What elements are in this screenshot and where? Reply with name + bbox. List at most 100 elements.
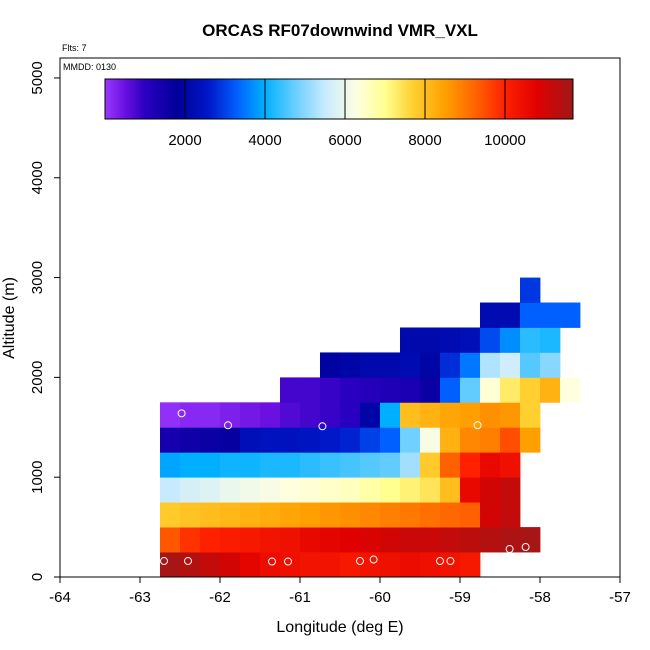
heatmap-cell <box>360 377 381 403</box>
sample-point <box>184 557 192 566</box>
sample-point <box>318 422 327 431</box>
plot-frame <box>59 57 621 578</box>
heatmap-cell <box>280 527 301 553</box>
heatmap-cell <box>480 327 501 353</box>
heatmap-cell <box>320 477 341 503</box>
heatmap-cell <box>400 477 421 503</box>
heatmap-cell <box>420 527 441 553</box>
heatmap-cell <box>480 527 501 553</box>
heatmap-cell <box>520 277 541 303</box>
heatmap-cell <box>260 527 281 553</box>
heatmap-cell <box>500 477 521 503</box>
heatmap-cell <box>160 477 181 503</box>
heatmap-cell <box>520 527 541 553</box>
heatmap-cell <box>260 477 281 503</box>
colorbar-gradient <box>104 78 574 120</box>
heatmap-cell <box>260 402 281 428</box>
y-tick-label: 2000 <box>29 361 46 394</box>
heatmap-cell <box>440 427 461 453</box>
heatmap-cell <box>420 502 441 528</box>
heatmap-cell <box>320 402 341 428</box>
heatmap-cell <box>540 327 561 353</box>
heatmap-cell <box>340 502 361 528</box>
heatmap-cell <box>500 377 521 403</box>
heatmap-cell <box>520 302 541 328</box>
colorbar-tick-label: 8000 <box>408 132 441 149</box>
heatmap-cell <box>240 452 261 478</box>
heatmap-cell <box>160 452 181 478</box>
heatmap-cell <box>500 502 521 528</box>
heatmap-cell <box>480 402 501 428</box>
heatmap-cell <box>540 302 561 328</box>
heatmap-cell <box>280 452 301 478</box>
heatmap-cell <box>280 477 301 503</box>
heatmap-cell <box>300 477 321 503</box>
heatmap-cell <box>360 452 381 478</box>
colorbar-tick-label: 10000 <box>484 132 526 149</box>
sample-point <box>521 543 530 552</box>
heatmap-cell <box>460 377 481 403</box>
heatmap-cell <box>420 552 441 578</box>
heatmap-cell <box>240 527 261 553</box>
heatmap-cell <box>340 427 361 453</box>
y-axis-label: Altitude (m) <box>1 277 18 359</box>
colorbar-tick-label: 6000 <box>328 132 361 149</box>
heatmap-cell <box>320 452 341 478</box>
heatmap-cell <box>420 402 441 428</box>
heatmap-cell <box>400 377 421 403</box>
heatmap-cell <box>160 552 181 578</box>
heatmap-cell <box>460 502 481 528</box>
heatmap-cell <box>220 477 241 503</box>
heatmap-cell <box>360 402 381 428</box>
heatmap-cell <box>480 377 501 403</box>
heatmap-cell <box>260 452 281 478</box>
heatmap-cell <box>400 327 421 353</box>
y-tick-label: 3000 <box>29 261 46 294</box>
colorbar-tick-label: 4000 <box>248 132 281 149</box>
heatmap-cell <box>260 427 281 453</box>
heatmap-cell <box>200 527 221 553</box>
heatmap-cell <box>560 377 581 403</box>
heatmap-cell <box>380 427 401 453</box>
heatmap-cell <box>400 427 421 453</box>
heatmap-cell <box>180 402 201 428</box>
heatmap-cell <box>400 452 421 478</box>
heatmap-cell <box>420 477 441 503</box>
heatmap-cell <box>360 527 381 553</box>
heatmap-cell <box>480 502 501 528</box>
heatmap-cell <box>300 402 321 428</box>
sample-point <box>436 557 444 566</box>
heatmap-cell <box>160 502 181 528</box>
heatmap-cell <box>160 427 181 453</box>
heatmap-cell <box>200 477 221 503</box>
heatmap-cell <box>540 352 561 378</box>
heatmap-cell <box>340 352 361 378</box>
sample-point <box>224 421 232 430</box>
heatmap-cell <box>400 352 421 378</box>
heatmap-cell <box>380 452 401 478</box>
heatmap-cell <box>420 452 441 478</box>
sample-point <box>505 545 514 554</box>
heatmap-cell <box>180 502 201 528</box>
heatmap-cell <box>520 427 541 453</box>
heatmap-cell <box>460 527 481 553</box>
heatmap-cell <box>500 427 521 453</box>
y-tick-label: 5000 <box>29 61 46 94</box>
heatmap-cell <box>160 402 181 428</box>
heatmap-cell <box>480 352 501 378</box>
heatmap-cell <box>460 477 481 503</box>
heatmap-cell <box>520 377 541 403</box>
x-tick-label: -63 <box>129 589 151 606</box>
heatmap-cell <box>200 502 221 528</box>
heatmap-cell <box>440 527 461 553</box>
heatmap-cell <box>220 527 241 553</box>
heatmap-cell <box>460 552 481 578</box>
heatmap-cell <box>360 502 381 528</box>
x-tick-label: -62 <box>209 589 231 606</box>
sample-point <box>446 557 455 566</box>
heatmap-cell <box>500 402 521 428</box>
heatmap-cell <box>180 452 201 478</box>
heatmap-cell <box>240 427 261 453</box>
heatmap-cell <box>380 477 401 503</box>
